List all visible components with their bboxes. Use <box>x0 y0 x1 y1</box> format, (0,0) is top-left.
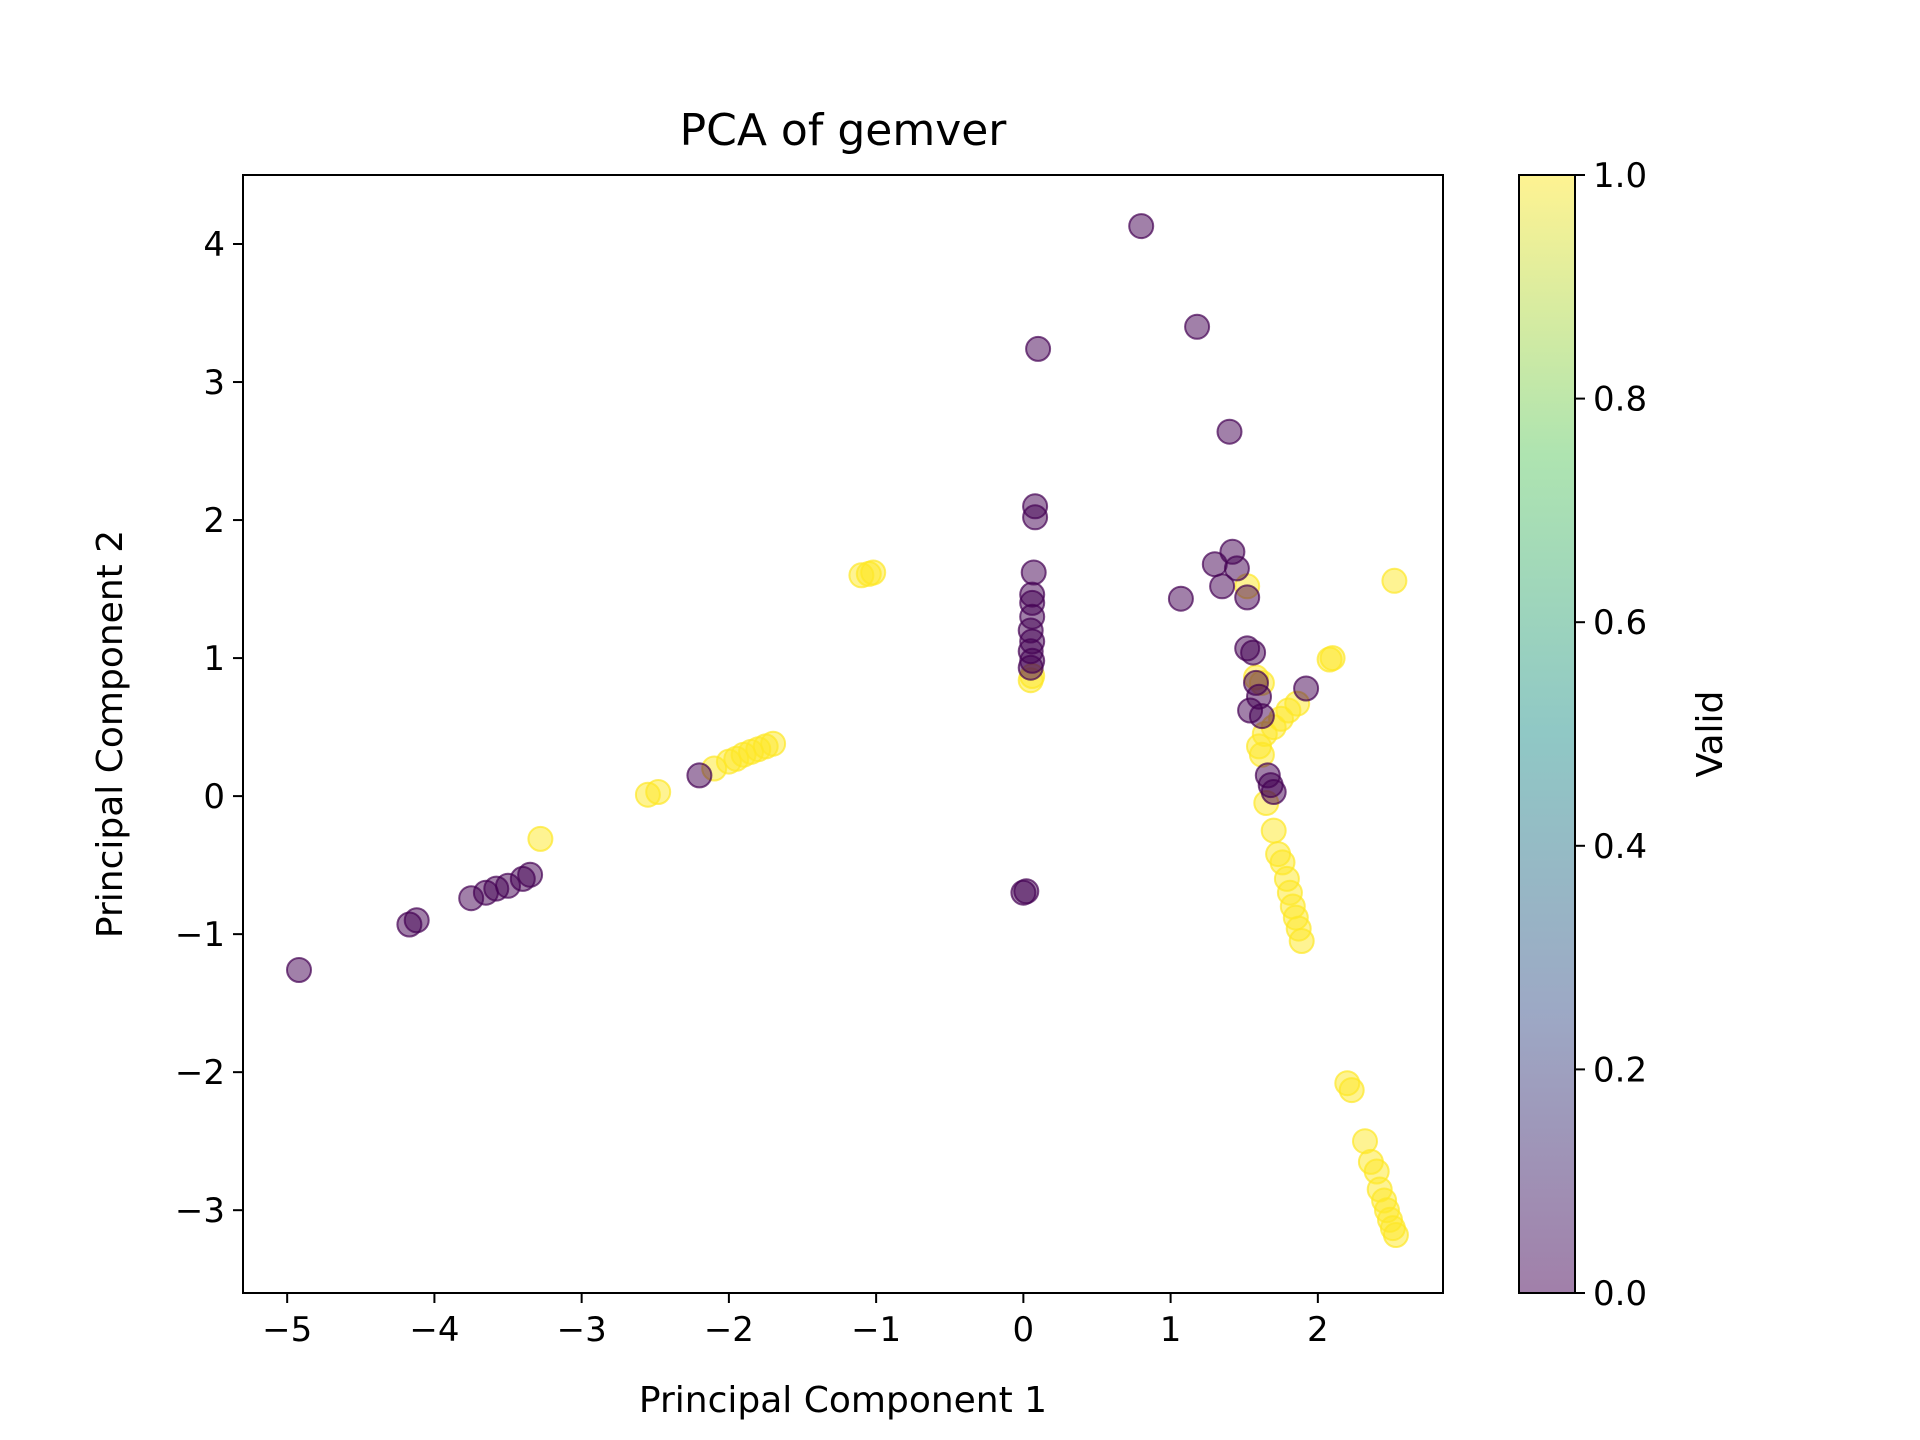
scatter-point <box>1293 675 1320 702</box>
x-tick-label: 0 <box>1013 1310 1035 1350</box>
y-tick-label: −3 <box>175 1191 225 1231</box>
scatter-point <box>686 762 713 789</box>
scatter-point <box>1184 313 1211 340</box>
y-axis-label: Principal Component 2 <box>90 530 131 938</box>
scatter-points <box>286 213 1409 1248</box>
y-tick-label: −1 <box>175 915 225 955</box>
scatter-point <box>1288 928 1315 954</box>
colorbar-tick-label: 0.8 <box>1593 380 1647 420</box>
scatter-point <box>1260 817 1287 844</box>
scatter-point <box>1260 779 1287 805</box>
scatter-point <box>527 825 554 852</box>
y-tick-label: −2 <box>175 1053 225 1093</box>
colorbar-tick-label: 0.2 <box>1593 1050 1647 1090</box>
scatter-point <box>1020 559 1047 586</box>
colorbar <box>1518 174 1576 1294</box>
y-tick-label: 1 <box>203 639 225 679</box>
scatter-point <box>1240 639 1267 666</box>
scatter-point <box>1025 335 1052 362</box>
scatter-point <box>645 779 672 805</box>
scatter-point <box>1319 645 1346 672</box>
scatter-point <box>760 730 787 757</box>
x-tick-label: −1 <box>851 1310 901 1350</box>
y-tick-label: 4 <box>203 225 225 265</box>
x-tick-label: −3 <box>557 1310 607 1350</box>
scatter-point <box>286 957 312 983</box>
x-axis-ticks: −5 −4 −3 −2 −1 0 1 2 <box>262 1293 1329 1350</box>
colorbar-tick-label: 1.0 <box>1593 156 1647 196</box>
y-tick-label: 2 <box>203 501 225 541</box>
scatter-point <box>1248 703 1275 730</box>
colorbar-tick-label: 0.4 <box>1593 827 1647 867</box>
colorbar-tick-label: 0.6 <box>1593 603 1647 643</box>
x-axis-label: Principal Component 1 <box>639 1380 1047 1421</box>
scatter-point <box>1128 213 1155 240</box>
scatter-point <box>1382 1222 1409 1248</box>
scatter-point <box>403 907 430 934</box>
scatter-point <box>1209 573 1236 600</box>
scatter-point <box>1223 555 1250 582</box>
colorbar-ticks: 0.0 0.2 0.4 0.6 0.8 1.0 <box>1575 156 1647 1314</box>
scatter-point <box>1216 418 1243 445</box>
plot-area-frame <box>242 174 1444 1294</box>
x-tick-label: 2 <box>1307 1310 1329 1350</box>
colorbar-tick-label: 0.0 <box>1593 1274 1647 1314</box>
chart-title: PCA of gemver <box>680 105 1008 156</box>
scatter-point <box>1167 585 1194 612</box>
scatter-point <box>1338 1077 1365 1104</box>
scatter-point <box>1234 584 1261 611</box>
colorbar-label: Valid <box>1690 691 1731 778</box>
scatter-point <box>1022 504 1049 531</box>
y-axis-ticks: −3 −2 −1 0 1 2 3 4 <box>175 225 243 1231</box>
x-tick-label: 1 <box>1160 1310 1182 1350</box>
scatter-point <box>1381 567 1408 594</box>
scatter-point <box>517 861 544 888</box>
x-tick-label: −4 <box>409 1310 459 1350</box>
y-tick-label: 0 <box>203 777 225 817</box>
y-tick-label: 3 <box>203 363 225 403</box>
scatter-point <box>1017 654 1044 681</box>
scatter-point <box>1013 878 1040 905</box>
x-tick-label: −2 <box>704 1310 754 1350</box>
x-tick-label: −5 <box>262 1310 312 1350</box>
scatter-point <box>860 559 887 586</box>
